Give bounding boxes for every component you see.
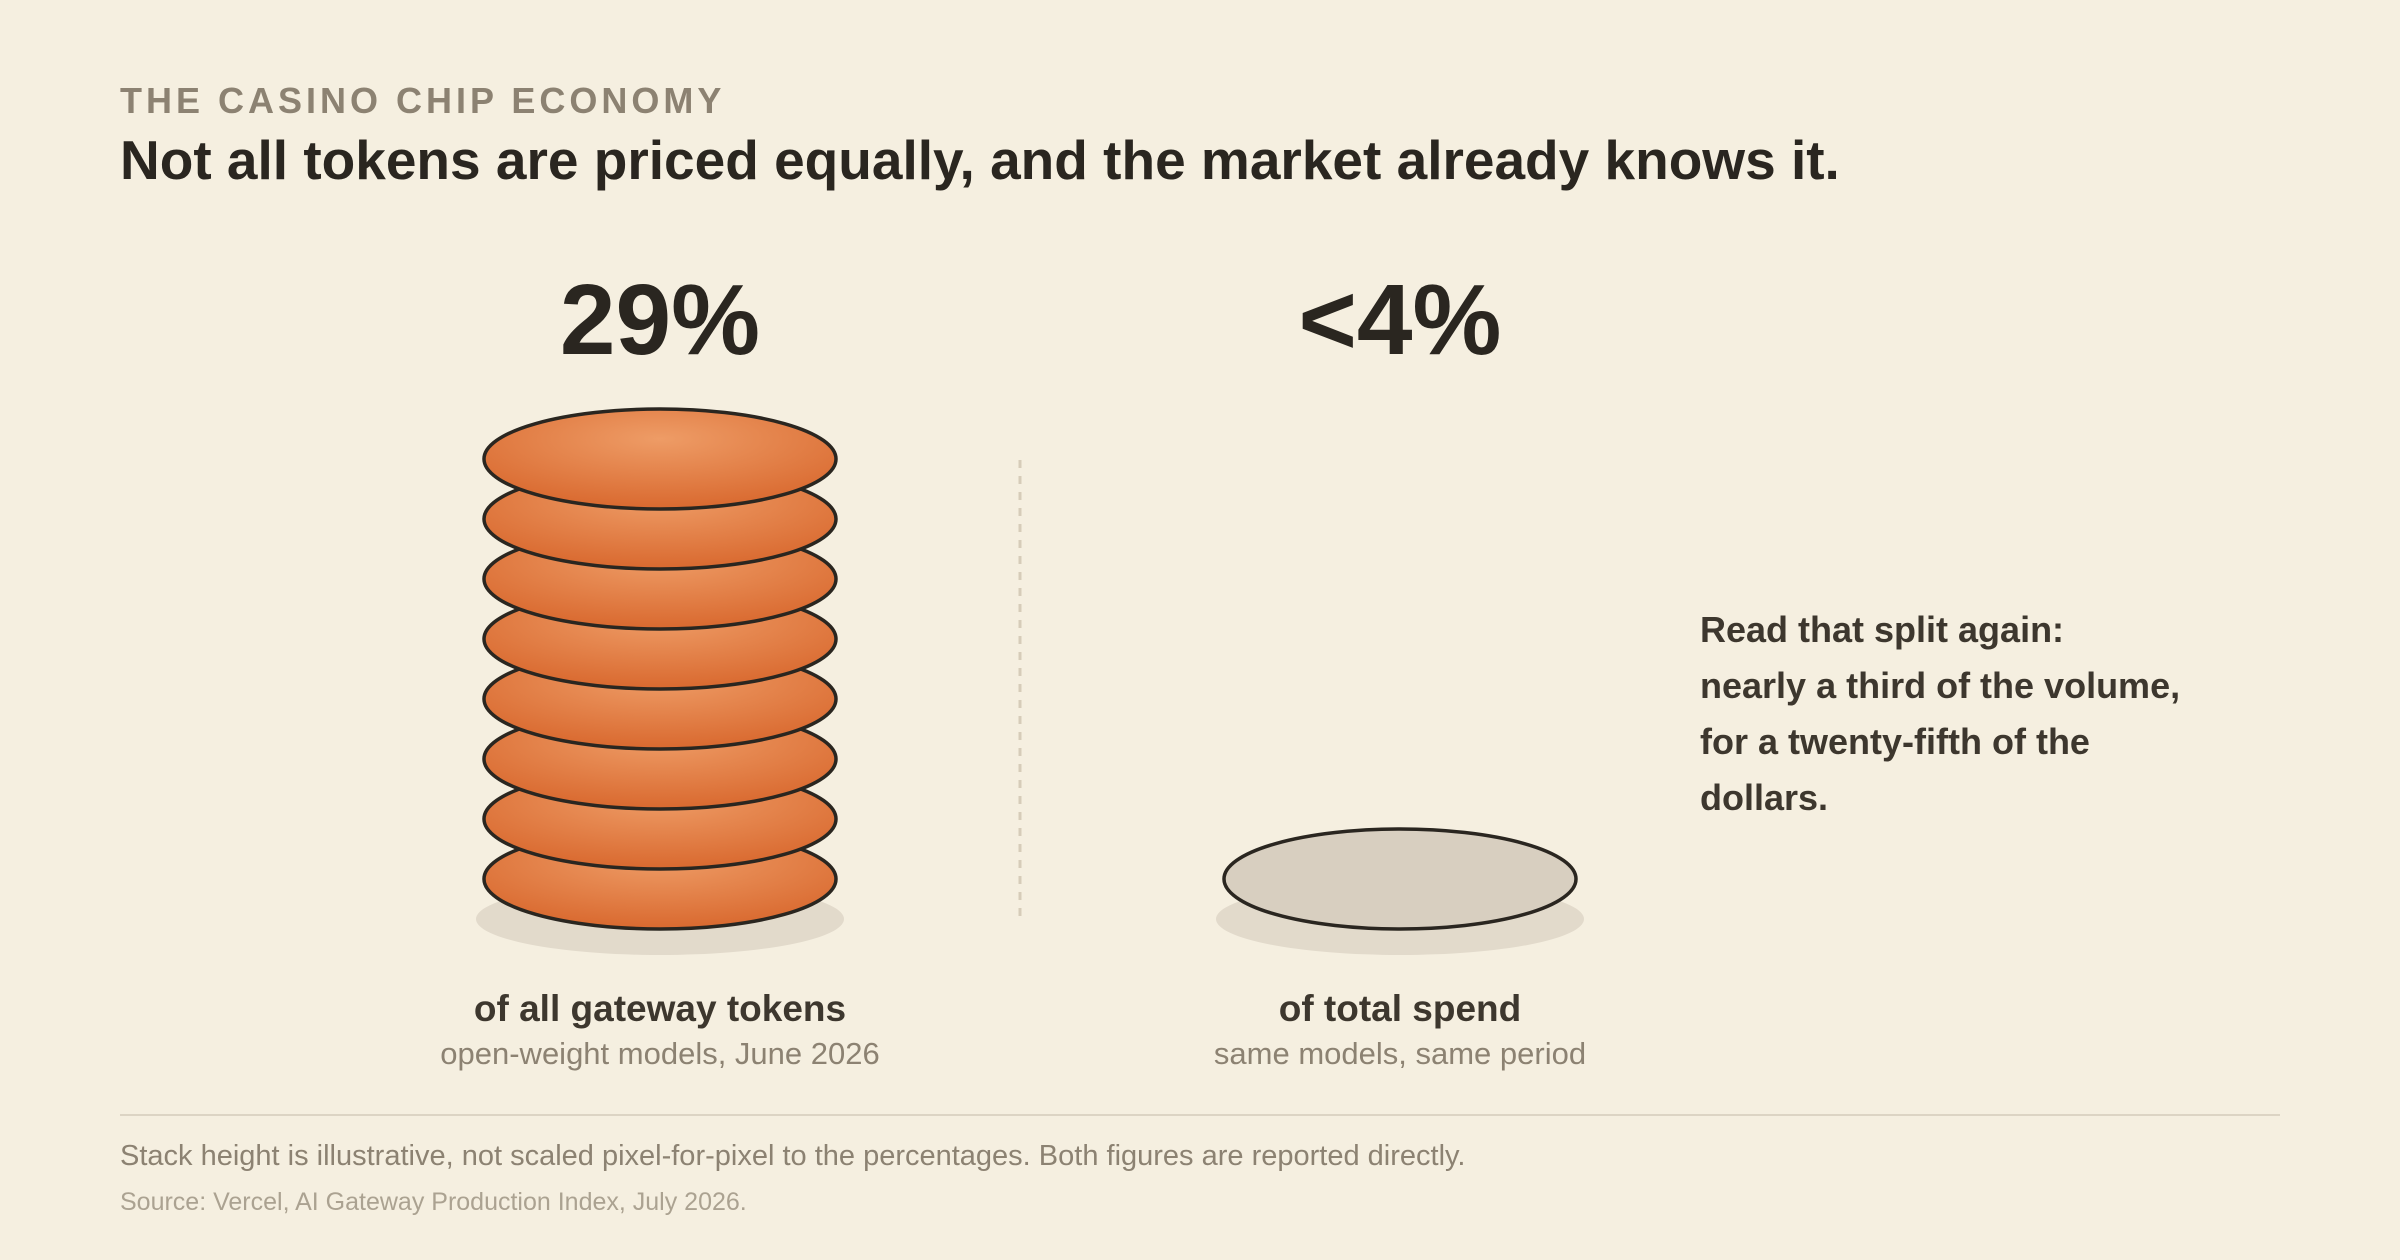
callout-line: dollars.	[1700, 777, 1829, 818]
footnote: Stack height is illustrative, not scaled…	[120, 1140, 1466, 1172]
value-label-tokens: 29%	[559, 264, 761, 376]
footer-divider	[120, 1114, 2280, 1116]
chip-stack-spend	[1216, 827, 1584, 955]
chip	[1222, 827, 1578, 931]
value-label-spend: <4%	[1298, 264, 1502, 376]
chip	[482, 407, 838, 511]
headline: Not all tokens are priced equally, and t…	[120, 129, 1840, 191]
caption-tokens: of all gateway tokens open-weight models…	[360, 988, 960, 1072]
eyebrow-title: THE CASINO CHIP ECONOMY	[120, 80, 726, 121]
caption-spend: of total spend same models, same period	[1100, 988, 1700, 1072]
chip-stack-tokens	[476, 407, 844, 955]
sublabel-spend: same models, same period	[1213, 1036, 1587, 1071]
callout-line: Read that split again:	[1700, 609, 2065, 650]
callout-line: for a twenty-fifth of the	[1700, 721, 2090, 762]
sublabel-tokens: open-weight models, June 2026	[440, 1036, 880, 1071]
source-note: Source: Vercel, AI Gateway Production In…	[120, 1188, 747, 1216]
category-label-tokens: of all gateway tokens	[473, 988, 847, 1029]
category-label-spend: of total spend	[1278, 988, 1522, 1029]
callout-text: Read that split again: nearly a third of…	[1700, 602, 2260, 826]
callout-line: nearly a third of the volume,	[1700, 665, 2181, 706]
